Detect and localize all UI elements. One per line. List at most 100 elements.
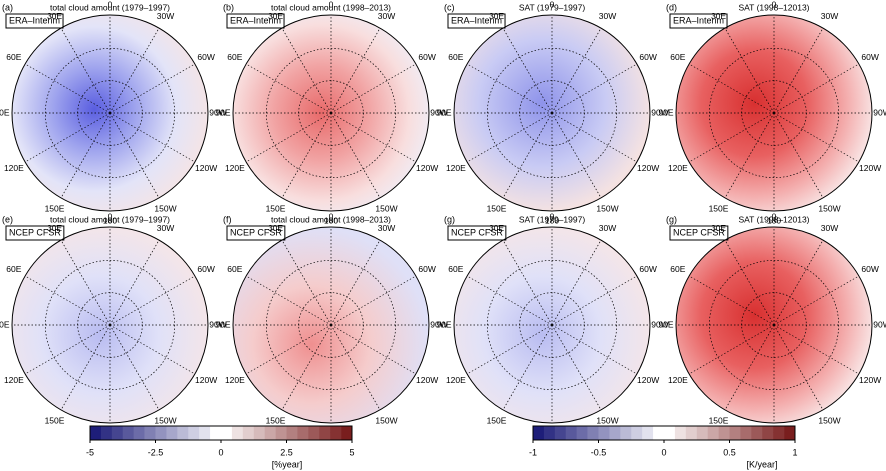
latitude-circle [44, 259, 176, 391]
colorbar-segment [696, 426, 708, 440]
colorbar-segment [221, 426, 233, 440]
meridian [551, 275, 638, 326]
meridian [773, 63, 860, 114]
longitude-label: 120E [446, 163, 466, 173]
longitude-label: 60W [639, 52, 656, 62]
longitude-label: 180 [103, 215, 117, 225]
longitude-label: 0 [329, 211, 334, 221]
map-panel: 0 30W 60W 90W 120W 150W 180 150E 120E 90E 60E 30E (g… [436, 211, 668, 437]
latitude-circle [265, 47, 397, 179]
meridian [773, 324, 860, 375]
colorbar-tick-label: 1 [792, 447, 797, 457]
longitude-label: 120W [637, 163, 659, 173]
map-panel: 0 30W 60W 90W 120W 150W 180 150E 120E 90E 60E 30E (c… [436, 0, 668, 225]
meridian [773, 112, 824, 199]
longitude-label: 30E [711, 223, 726, 233]
colorbar-segment [642, 426, 654, 440]
meridian [688, 63, 775, 114]
longitude-label: 30E [489, 223, 504, 233]
panel-label: (f) [223, 214, 232, 224]
colorbar-segment [554, 426, 567, 440]
colorbar-segment [762, 426, 774, 440]
meridian [245, 275, 332, 326]
colorbar-segment [751, 426, 763, 440]
meridian [773, 239, 824, 326]
panel-title: SAT (1979–1997) [519, 214, 585, 224]
meridian [109, 63, 196, 114]
dataset-label: NCEP CFSR [230, 227, 282, 237]
longitude-label: 0 [329, 0, 334, 9]
longitude-label: 30W [599, 223, 616, 233]
longitude-label: 150W [375, 415, 397, 425]
meridian [773, 112, 860, 163]
colorbar-segment [330, 426, 342, 440]
colorbar-unit: [%year] [272, 459, 303, 469]
longitude-label: 90E [436, 107, 451, 117]
colorbar-segment [308, 426, 320, 440]
longitude-label: 0 [550, 211, 555, 221]
colorbar-segment [773, 426, 785, 440]
longitude-label: 120E [446, 375, 466, 385]
longitude-label: 0 [108, 211, 113, 221]
longitude-label: 30E [711, 11, 726, 21]
longitude-label: 120W [416, 375, 438, 385]
longitude-label: 60E [670, 52, 685, 62]
longitude-label: 90E [0, 107, 10, 117]
meridian [281, 27, 332, 114]
longitude-label: 30W [821, 11, 838, 21]
map-panel: 0 30W 60W 90W 120W 150W 180 150E 120E 90E 60E 30E (e… [0, 211, 227, 437]
panel-label: (c) [444, 2, 455, 12]
colorbar-tick-label: 0.5 [723, 447, 736, 457]
meridian [724, 324, 775, 411]
colorbar-segment [740, 426, 752, 440]
dataset-label: ERA–Interim [673, 15, 724, 25]
colorbar-segment [598, 426, 610, 440]
dataset-box [669, 13, 728, 29]
meridian [245, 112, 332, 163]
longitude-label: 30E [47, 223, 62, 233]
colorbar-segment [674, 426, 687, 440]
meridian [109, 27, 160, 114]
meridian [724, 27, 775, 114]
meridian [109, 112, 196, 163]
colorbar-segment [111, 426, 124, 440]
meridian [551, 63, 638, 114]
colorbar-segment [576, 426, 588, 440]
panel-label: (g) [444, 214, 455, 224]
longitude-label: 90E [215, 107, 230, 117]
longitude-label: 60E [6, 264, 21, 274]
longitude-label: 30E [47, 11, 62, 21]
dataset-label: ERA–Interim [9, 15, 60, 25]
meridian [281, 112, 332, 199]
longitude-label: 120E [668, 163, 688, 173]
panel-title: SAT (1979–1997) [519, 2, 585, 12]
meridian [773, 324, 824, 411]
meridian [551, 112, 602, 199]
meridian [109, 275, 196, 326]
longitude-label: 30W [599, 11, 616, 21]
panel-label: (b) [223, 2, 234, 12]
dataset-label: NCEP CFSR [9, 227, 61, 237]
meridian [724, 239, 775, 326]
longitude-label: 90W [873, 319, 886, 329]
meridian [466, 324, 553, 375]
meridian [109, 112, 160, 199]
colorbar-tick-label: -0.5 [591, 447, 607, 457]
colorbar-segment [286, 426, 298, 440]
colorbar-segment [90, 426, 102, 440]
meridian [330, 239, 381, 326]
meridian [109, 324, 196, 375]
colorbar-tick-label: 2.5 [280, 447, 293, 457]
panel-label: (a) [2, 2, 13, 12]
colorbar-segment [199, 426, 211, 440]
longitude-label: 120W [859, 375, 881, 385]
colorbar-segment [253, 426, 265, 440]
dataset-box [226, 13, 285, 29]
longitude-label: 120E [225, 163, 245, 173]
meridian [245, 63, 332, 114]
longitude-label: 120W [195, 375, 217, 385]
colorbar-segment [341, 426, 353, 440]
colorbar-segment [609, 426, 621, 440]
longitude-label: 60W [197, 264, 214, 274]
meridian [466, 63, 553, 114]
